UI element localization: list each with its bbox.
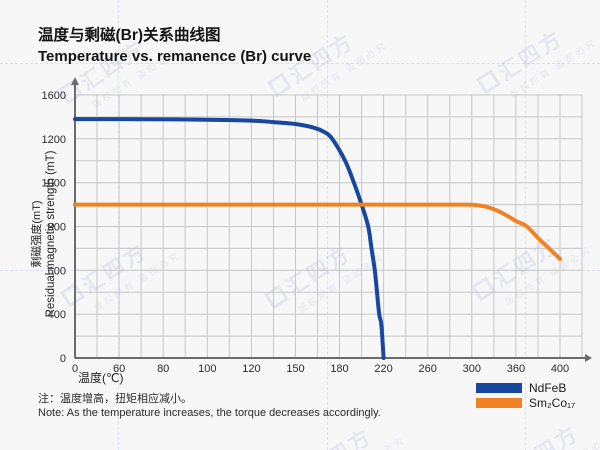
legend-row: Sm₂Co₁₇ — [476, 397, 575, 409]
legend: NdFeB Sm₂Co₁₇ — [476, 382, 575, 412]
x-tick-label: 60 — [113, 363, 125, 375]
background-grid-line — [327, 0, 328, 450]
chart-title-block: 温度与剩磁(Br)关系曲线图 Temperature vs. remanence… — [38, 26, 311, 67]
x-tick-label: 360 — [507, 363, 525, 375]
chart-title-zh: 温度与剩磁(Br)关系曲线图 — [38, 27, 221, 44]
y-tick-label: 1600 — [42, 90, 66, 102]
chart-title-en: Temperature vs. remanence (Br) curve — [38, 48, 312, 65]
x-tick-label: 120 — [242, 363, 260, 375]
y-tick-label: 1000 — [42, 178, 66, 190]
x-tick-label: 0 — [72, 363, 78, 375]
axes-layer — [71, 77, 592, 362]
x-tick-label: 260 — [419, 363, 437, 375]
x-axis-arrow-icon — [585, 354, 592, 362]
y-tick-label: 600 — [48, 265, 66, 277]
y-tick-label: 400 — [48, 309, 66, 321]
x-tick-label: 80 — [157, 363, 169, 375]
x-tick-label: 400 — [551, 363, 569, 375]
grid-layer — [75, 94, 583, 358]
background-grid-line — [0, 63, 600, 64]
series-line-0 — [73, 117, 386, 360]
x-axis-title: 温度(℃) — [78, 371, 124, 385]
y-tick-label: 0 — [60, 353, 66, 365]
x-tick-label: 180 — [330, 363, 348, 375]
legend-row: NdFeB — [476, 382, 575, 394]
x-tick-label: 220 — [374, 363, 392, 375]
note-block: 注：温度增高，扭矩相应减小。 Note: As the temperature … — [38, 392, 381, 420]
y-tick-label: 800 — [48, 222, 66, 234]
x-tick-label: 300 — [463, 363, 481, 375]
tick-labels: 0 60 80 100 120 150 180 220 260 300 360 400 0 400 600 8… — [42, 90, 570, 375]
legend-swatch — [476, 398, 522, 408]
background-grid-line — [118, 0, 119, 450]
x-tick-label: 100 — [198, 363, 216, 375]
y-axis-arrow-icon — [71, 77, 79, 85]
series-line-1 — [73, 202, 562, 261]
legend-label: NdFeB — [529, 381, 567, 395]
note-zh: 注：温度增高，扭矩相应减小。 — [38, 393, 192, 405]
y-tick-label: 1200 — [42, 134, 66, 146]
legend-swatch — [476, 383, 522, 393]
x-tick-label: 150 — [286, 363, 304, 375]
legend-label: Sm₂Co₁₇ — [529, 396, 576, 410]
note-en: Note: As the temperature increases, the … — [38, 407, 381, 419]
